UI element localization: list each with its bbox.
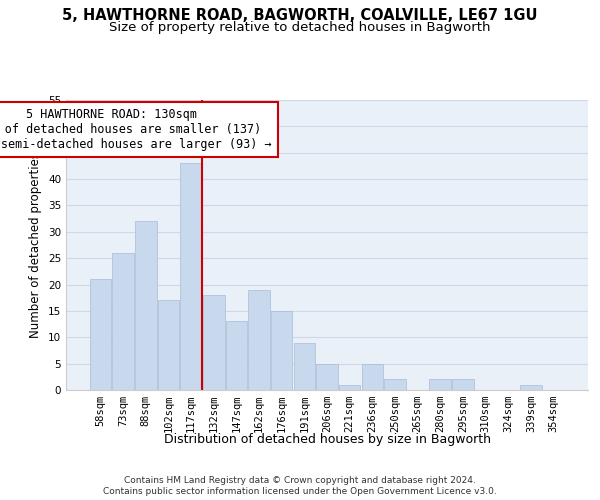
Text: Size of property relative to detached houses in Bagworth: Size of property relative to detached ho… — [109, 21, 491, 34]
Bar — [384, 380, 406, 390]
Bar — [226, 322, 247, 390]
Bar — [362, 364, 383, 390]
Bar — [271, 311, 292, 390]
Text: Distribution of detached houses by size in Bagworth: Distribution of detached houses by size … — [163, 432, 491, 446]
Bar — [158, 300, 179, 390]
Bar — [452, 380, 473, 390]
Bar — [339, 384, 361, 390]
Bar — [203, 295, 224, 390]
Bar — [520, 384, 542, 390]
Bar — [135, 222, 157, 390]
Text: Contains public sector information licensed under the Open Government Licence v3: Contains public sector information licen… — [103, 488, 497, 496]
Bar — [181, 164, 202, 390]
Text: 5, HAWTHORNE ROAD, BAGWORTH, COALVILLE, LE67 1GU: 5, HAWTHORNE ROAD, BAGWORTH, COALVILLE, … — [62, 8, 538, 22]
Y-axis label: Number of detached properties: Number of detached properties — [29, 152, 43, 338]
Bar — [430, 380, 451, 390]
Bar — [293, 342, 315, 390]
Text: 5 HAWTHORNE ROAD: 130sqm
← 60% of detached houses are smaller (137)
40% of semi-: 5 HAWTHORNE ROAD: 130sqm ← 60% of detach… — [0, 108, 272, 151]
Text: Contains HM Land Registry data © Crown copyright and database right 2024.: Contains HM Land Registry data © Crown c… — [124, 476, 476, 485]
Bar — [112, 253, 134, 390]
Bar — [90, 280, 111, 390]
Bar — [248, 290, 270, 390]
Bar — [316, 364, 338, 390]
